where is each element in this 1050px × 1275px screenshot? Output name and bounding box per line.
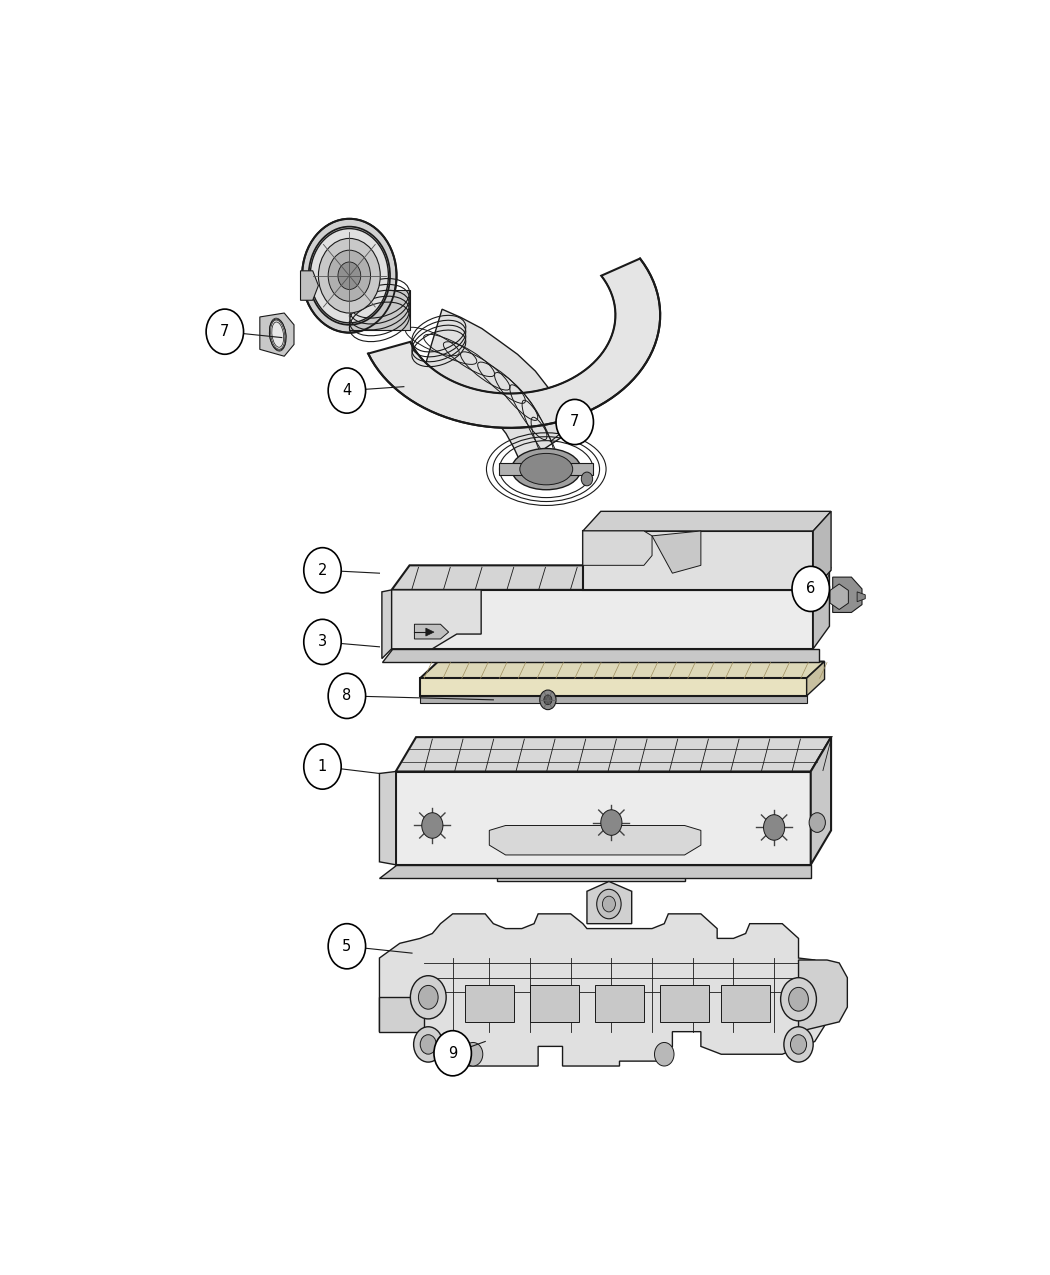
- Circle shape: [582, 472, 592, 486]
- Polygon shape: [498, 864, 685, 881]
- Circle shape: [422, 812, 443, 838]
- Polygon shape: [259, 314, 294, 356]
- Polygon shape: [806, 662, 824, 696]
- Circle shape: [544, 695, 552, 705]
- Circle shape: [418, 986, 438, 1010]
- Polygon shape: [382, 649, 819, 662]
- Ellipse shape: [270, 319, 286, 351]
- Ellipse shape: [520, 454, 572, 484]
- Text: 7: 7: [220, 324, 230, 339]
- Polygon shape: [415, 625, 448, 639]
- Polygon shape: [798, 960, 847, 1031]
- Circle shape: [810, 812, 825, 833]
- Circle shape: [302, 219, 397, 333]
- Polygon shape: [426, 629, 434, 636]
- Circle shape: [329, 923, 365, 969]
- Polygon shape: [392, 590, 481, 649]
- Polygon shape: [831, 584, 848, 609]
- Circle shape: [601, 810, 622, 835]
- Polygon shape: [379, 997, 424, 1031]
- Text: 4: 4: [342, 382, 352, 398]
- Polygon shape: [349, 291, 411, 330]
- Text: 6: 6: [806, 581, 816, 597]
- Ellipse shape: [511, 449, 581, 490]
- Circle shape: [311, 228, 388, 323]
- Circle shape: [329, 368, 365, 413]
- Circle shape: [420, 1035, 437, 1054]
- Polygon shape: [420, 696, 806, 703]
- Circle shape: [338, 261, 361, 289]
- Polygon shape: [530, 984, 579, 1021]
- Polygon shape: [857, 592, 865, 602]
- Circle shape: [792, 566, 830, 612]
- Polygon shape: [652, 530, 701, 574]
- Polygon shape: [422, 310, 571, 464]
- Circle shape: [784, 1026, 813, 1062]
- Circle shape: [654, 1043, 674, 1066]
- Circle shape: [791, 1035, 806, 1054]
- Polygon shape: [813, 511, 832, 590]
- Circle shape: [763, 815, 784, 840]
- Text: 5: 5: [342, 938, 352, 954]
- Polygon shape: [465, 984, 513, 1021]
- Polygon shape: [489, 825, 701, 856]
- Circle shape: [540, 690, 557, 710]
- Polygon shape: [583, 511, 832, 530]
- Circle shape: [206, 309, 244, 354]
- Circle shape: [303, 548, 341, 593]
- Polygon shape: [595, 984, 644, 1021]
- Text: 7: 7: [570, 414, 580, 430]
- Polygon shape: [392, 565, 830, 590]
- Circle shape: [414, 1026, 443, 1062]
- Circle shape: [434, 1030, 471, 1076]
- Polygon shape: [396, 771, 811, 864]
- Text: 3: 3: [318, 635, 327, 649]
- Text: 8: 8: [342, 688, 352, 704]
- Circle shape: [411, 975, 446, 1019]
- Circle shape: [780, 978, 817, 1021]
- Polygon shape: [300, 270, 318, 301]
- Polygon shape: [420, 662, 824, 678]
- Circle shape: [303, 745, 341, 789]
- Circle shape: [303, 620, 341, 664]
- Text: 2: 2: [318, 562, 328, 578]
- Polygon shape: [813, 565, 830, 649]
- Circle shape: [556, 399, 593, 445]
- Circle shape: [318, 238, 380, 314]
- Polygon shape: [379, 864, 811, 877]
- Polygon shape: [583, 530, 652, 565]
- Polygon shape: [583, 530, 813, 590]
- Polygon shape: [392, 590, 813, 649]
- Text: 9: 9: [448, 1046, 458, 1061]
- Polygon shape: [420, 678, 806, 696]
- Polygon shape: [721, 984, 770, 1021]
- Circle shape: [329, 673, 365, 719]
- Polygon shape: [587, 881, 632, 923]
- Circle shape: [603, 896, 615, 912]
- Polygon shape: [379, 914, 827, 1066]
- Polygon shape: [499, 463, 593, 476]
- Circle shape: [463, 1043, 483, 1066]
- Polygon shape: [811, 737, 832, 864]
- Circle shape: [789, 987, 808, 1011]
- Polygon shape: [382, 590, 392, 659]
- Circle shape: [596, 890, 622, 919]
- Text: 1: 1: [318, 759, 328, 774]
- Polygon shape: [379, 771, 396, 864]
- Polygon shape: [369, 259, 660, 428]
- Polygon shape: [396, 737, 832, 771]
- Polygon shape: [660, 984, 709, 1021]
- Polygon shape: [833, 578, 862, 612]
- Circle shape: [329, 250, 371, 301]
